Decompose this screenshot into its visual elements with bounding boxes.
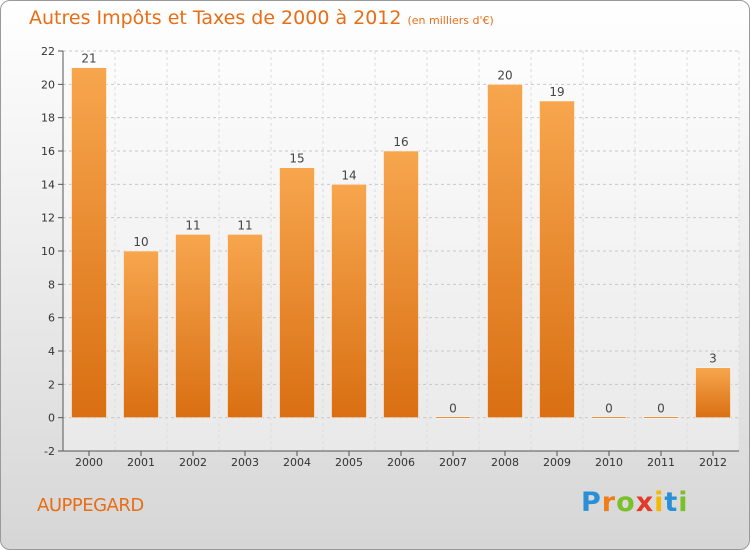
bar-2005 [331,184,367,418]
x-tick-label: 2007 [439,456,467,469]
value-label: 11 [185,218,200,232]
logo-letter: t [664,487,679,518]
value-label: 19 [549,85,564,99]
y-tick-label: 2 [48,378,55,391]
x-tick-label: 2008 [491,456,519,469]
x-tick-label: 2006 [387,456,415,469]
bar-2001 [123,250,159,418]
x-tick-label: 2010 [595,456,623,469]
chart-subtitle: (en milliers d'€) [407,14,494,27]
value-label: 0 [657,402,665,416]
bar-2012 [695,367,731,418]
y-tick-label: 10 [41,245,55,258]
chart-title-text: Autres Impôts et Taxes de 2000 à 2012 [29,7,402,29]
value-label: 20 [497,68,512,82]
value-label: 0 [605,402,613,416]
y-tick-label: 14 [41,178,55,191]
value-label: 11 [237,218,252,232]
bar-2010 [591,416,627,419]
x-tick-label: 2012 [699,456,727,469]
y-tick-label: 22 [41,45,55,58]
bar-2003 [227,234,263,418]
commune-name: AUPPEGARD [37,495,144,516]
x-tick-label: 2003 [231,456,259,469]
logo-letter: x [635,487,655,518]
x-tick-label: 2011 [647,456,675,469]
y-tick-label: 4 [48,345,55,358]
x-tick-label: 2000 [75,456,103,469]
bar-2000 [71,67,107,418]
bar-2006 [383,150,419,418]
value-label: 10 [133,235,148,249]
x-tick-label: 2009 [543,456,571,469]
value-label: 21 [81,52,96,66]
y-tick-label: 8 [48,278,55,291]
y-tick-label: 16 [41,145,55,158]
x-tick-label: 2002 [179,456,207,469]
bar-2004 [279,167,315,418]
x-tick-label: 2005 [335,456,363,469]
value-label: 0 [449,402,457,416]
y-tick-label: 6 [48,312,55,325]
value-label: 16 [393,135,408,149]
y-tick-label: 18 [41,112,55,125]
logo-letter: P [581,487,602,518]
y-tick-label: 20 [41,78,55,91]
value-label: 15 [289,152,304,166]
logo-letter: r [601,487,617,518]
logo-letter: o [616,487,636,518]
proxiti-logo: Proxiti [581,487,689,518]
y-tick-label: 12 [41,212,55,225]
bar-2009 [539,100,575,418]
logo-letter: i [678,487,689,518]
bar-2011 [643,416,679,419]
x-tick-label: 2001 [127,456,155,469]
bar-2002 [175,234,211,418]
logo-letter: i [654,487,665,518]
bar-2008 [487,84,523,418]
bar-2007 [435,416,471,419]
value-label: 14 [341,168,356,182]
y-tick-label: -2 [44,445,55,458]
value-label: 3 [709,352,717,366]
x-tick-label: 2004 [283,456,311,469]
y-tick-label: 0 [48,412,55,425]
chart-title: Autres Impôts et Taxes de 2000 à 2012 (en… [29,7,494,29]
